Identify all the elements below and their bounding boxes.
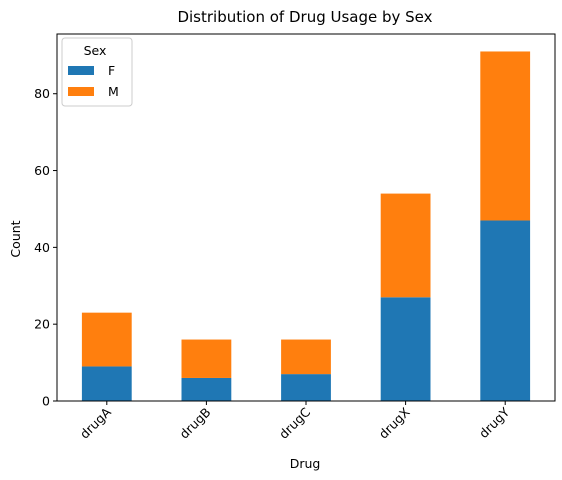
x-tick-label-drugB: drugB [176, 405, 213, 442]
x-axis-label: Drug [290, 456, 321, 471]
bar-drugY-F [480, 220, 531, 401]
x-tick-label-drugC: drugC [276, 404, 313, 441]
bar-drugC-F [281, 374, 331, 401]
legend-label-M: M [108, 84, 119, 99]
legend-title: Sex [84, 43, 107, 58]
x-tick-label-drugA: drugA [77, 404, 114, 441]
x-tick-label-drugY: drugY [476, 404, 513, 441]
bar-drugX-M [380, 193, 431, 298]
bar-drugC-M [281, 339, 331, 375]
legend-swatch-F [68, 66, 94, 75]
bar-drugA-F [81, 366, 132, 401]
bar-drugA-M [81, 312, 132, 367]
y-axis-label: Count [8, 220, 23, 257]
legend-swatch-M [68, 87, 94, 96]
chart-title: Distribution of Drug Usage by Sex [177, 8, 432, 26]
y-tick-label-20: 20 [34, 317, 50, 332]
bar-drugB-M [181, 339, 232, 378]
y-tick-label-40: 40 [34, 240, 50, 255]
bar-drugB-F [181, 377, 232, 401]
bar-drugY-M [480, 51, 531, 221]
y-tick-label-0: 0 [42, 394, 50, 409]
x-tick-label-drugX: drugX [376, 404, 413, 441]
y-tick-label-80: 80 [34, 86, 50, 101]
bar-drugX-F [380, 297, 431, 401]
y-tick-label-60: 60 [34, 163, 50, 178]
legend-label-F: F [108, 63, 115, 78]
